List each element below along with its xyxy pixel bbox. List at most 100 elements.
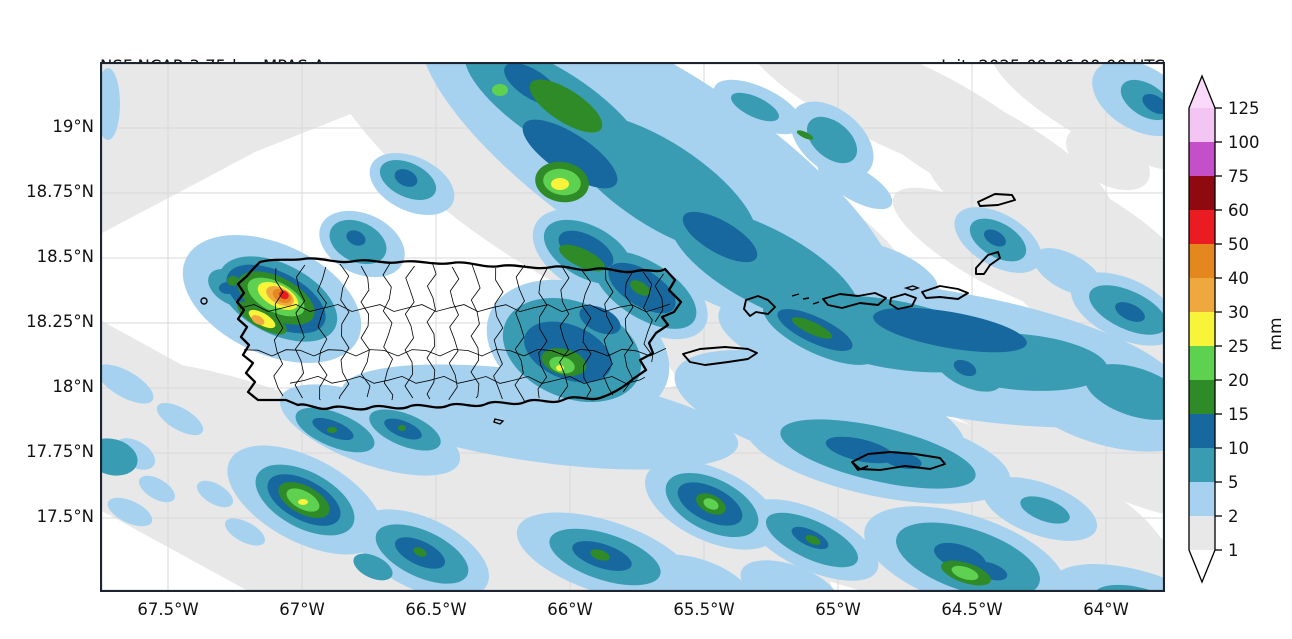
colorbar-under-arrow <box>1189 550 1215 582</box>
precip-blob <box>549 356 575 374</box>
precip-blob <box>227 276 239 286</box>
coastline-culebra <box>743 295 776 317</box>
precip-blob <box>216 524 444 592</box>
colorbar-segment <box>1189 210 1215 244</box>
precip-blob <box>353 553 393 581</box>
precip-blob <box>873 307 1027 353</box>
municipality-boundary <box>294 264 306 399</box>
precip-blob <box>556 365 564 371</box>
precip-blob <box>279 384 461 476</box>
precip-blob <box>694 146 786 208</box>
colorbar-tick-label: 60 <box>1228 201 1249 220</box>
municipality-boundary <box>317 266 328 401</box>
colorbar-segment <box>1189 278 1215 312</box>
colorbar-tick-label: 2 <box>1228 507 1239 526</box>
y-tick-label: 18.5°N <box>36 247 94 266</box>
colorbar-panel: 1 2 5 10 15 20 25 30 40 50 60 75 100 125 mm <box>1185 62 1292 607</box>
precip-blob <box>156 402 204 436</box>
precip-blob <box>100 364 154 404</box>
precip-blob <box>579 305 621 335</box>
municipality-boundary <box>360 265 371 398</box>
colorbar-tick-label: 75 <box>1228 167 1249 186</box>
islet-outline <box>802 297 810 300</box>
municipality-boundary <box>514 264 526 403</box>
map-svg <box>100 62 1165 592</box>
colorbar-tick-label: 25 <box>1228 337 1249 356</box>
precip-blob <box>1052 564 1165 592</box>
coastline-vieques <box>682 346 758 366</box>
municipality-boundary <box>289 375 646 384</box>
colorbar-segment <box>1189 414 1215 448</box>
colorbar-segment <box>1189 380 1215 414</box>
colorbar-tick-label: 50 <box>1228 235 1249 254</box>
municipality-boundary <box>239 303 671 313</box>
municipality-boundary <box>558 265 570 401</box>
colorbar-segment <box>1189 312 1215 346</box>
precip-blob <box>522 119 618 189</box>
precip-blob <box>846 242 938 296</box>
precip-blob <box>1066 125 1150 191</box>
precip-blob <box>107 497 153 527</box>
precip-blob <box>590 549 610 561</box>
colorbar-segment <box>1189 244 1215 278</box>
precip-blob <box>398 425 406 431</box>
x-tick-label: 65.5°W <box>673 600 735 619</box>
municipality-boundary <box>581 269 592 398</box>
coastline-anegada <box>977 193 1016 207</box>
precip-blob <box>394 169 418 187</box>
precip-blob <box>529 79 603 133</box>
precip-blob <box>882 450 922 470</box>
municipality-boundary <box>493 267 504 400</box>
precip-blob <box>138 475 176 503</box>
y-tick-label: 19°N <box>52 117 94 136</box>
colorbar-segment <box>1189 516 1215 550</box>
islet-outline <box>200 297 208 305</box>
precip-blob <box>796 130 814 140</box>
colorbar-over-arrow <box>1189 76 1215 108</box>
y-tick-label: 18.25°N <box>26 312 94 331</box>
precip-blob <box>1020 496 1070 524</box>
precip-blob <box>825 436 895 464</box>
coastline-st-john <box>889 293 917 310</box>
x-tick-label: 64°W <box>1083 600 1129 619</box>
colorbar-units-label: mm <box>1266 317 1286 350</box>
precip-blob <box>703 498 719 510</box>
municipality-boundary <box>426 261 437 400</box>
colorbar-segment <box>1189 482 1215 516</box>
precip-blob <box>953 359 977 377</box>
colorbar-segment <box>1189 448 1215 482</box>
colorbar-tick-label: 40 <box>1228 269 1249 288</box>
precip-blob <box>100 68 120 140</box>
municipality-boundary <box>654 273 664 323</box>
precip-blob <box>791 317 833 339</box>
municipality-boundary <box>243 348 667 357</box>
colorbar-segment <box>1189 142 1215 176</box>
municipality-boundary <box>470 263 481 399</box>
x-tick-label: 67°W <box>279 600 325 619</box>
municipality-boundary <box>537 268 548 399</box>
municipality-boundary <box>404 265 415 399</box>
coastline-st-thomas <box>822 292 887 309</box>
precip-blob <box>984 229 1006 247</box>
municipality-boundary <box>642 271 654 363</box>
precip-blob <box>682 211 758 263</box>
colorbar-tick-label: 10 <box>1228 439 1249 458</box>
islet-outline <box>903 285 921 291</box>
precip-blob <box>492 84 508 96</box>
precip-blob <box>806 116 858 164</box>
colorbar-segment <box>1189 346 1215 380</box>
municipality-boundary <box>603 267 614 396</box>
map-panel <box>100 62 1165 592</box>
x-tick-label: 67.5°W <box>137 600 199 619</box>
precip-blob <box>551 178 569 190</box>
coastline-tortola <box>921 285 969 300</box>
precip-blob <box>251 315 265 325</box>
precip-blob <box>1084 364 1165 420</box>
x-tick-label: 65°W <box>815 600 861 619</box>
precip-blob <box>559 244 605 272</box>
municipality-boundary <box>448 266 460 401</box>
precip-blob <box>100 438 138 476</box>
colorbar-tick-label: 1 <box>1228 541 1239 560</box>
y-tick-label: 18.75°N <box>26 182 94 201</box>
x-tick-label: 66°W <box>547 600 593 619</box>
